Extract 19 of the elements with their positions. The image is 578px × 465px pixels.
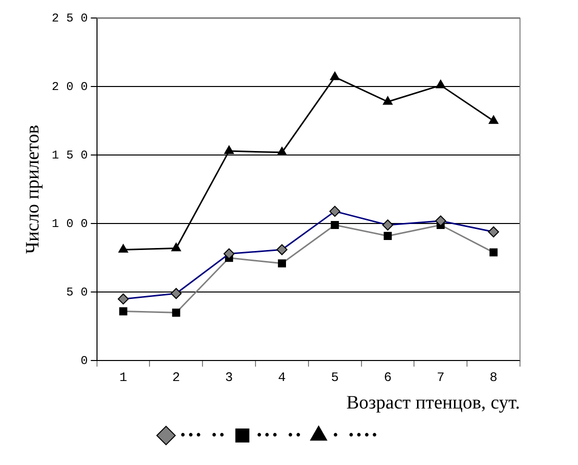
x-tick-label: 7 — [436, 370, 445, 385]
x-tick-label: 3 — [225, 370, 233, 385]
y-axis-title: Число прилетов — [22, 124, 44, 254]
y-tick-label: 1 0 0 — [52, 216, 88, 231]
legend-label: ••• •• — [179, 428, 226, 443]
y-tick-label: 2 0 0 — [52, 80, 88, 94]
legend-label: ••• •• — [255, 428, 302, 443]
y-tick-label: 0 — [80, 354, 88, 368]
legend-label: • •••• — [332, 428, 378, 443]
y-tick-label: 1 5 0 — [52, 148, 88, 162]
x-tick-label: 5 — [330, 370, 339, 385]
y-tick-label: 5 0 — [66, 285, 88, 300]
x-tick-label: 2 — [172, 370, 180, 385]
x-tick-label: 4 — [278, 370, 286, 385]
y-tick-label: 2 5 0 — [52, 11, 88, 26]
x-tick-label: 8 — [490, 370, 498, 385]
x-tick-label: 1 — [119, 370, 128, 385]
x-axis-title: Возраст птенцов, сут. — [346, 392, 520, 414]
x-tick-label: 6 — [384, 370, 392, 385]
